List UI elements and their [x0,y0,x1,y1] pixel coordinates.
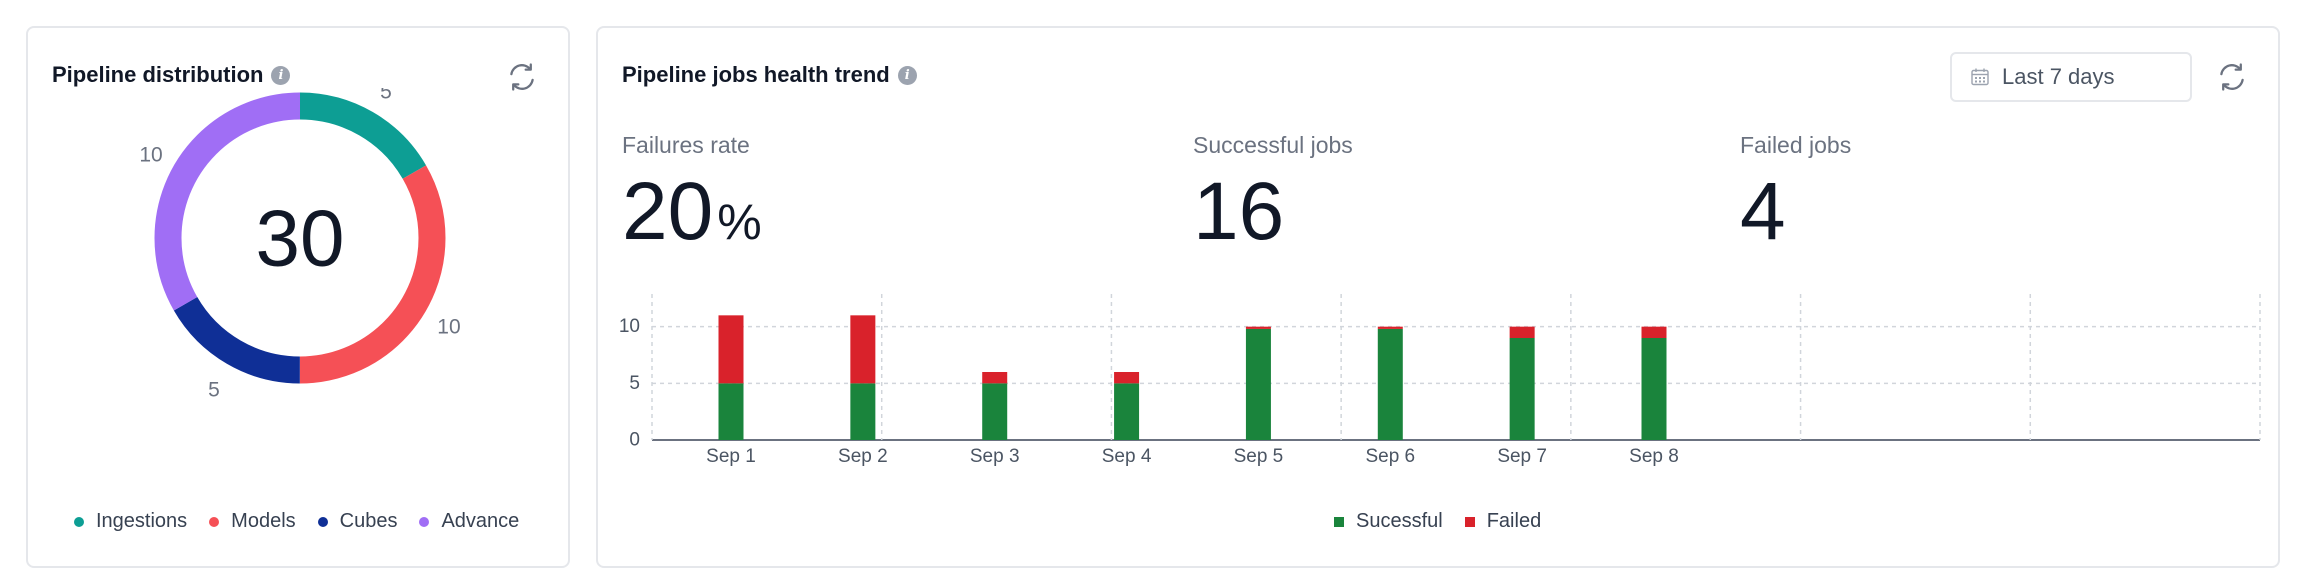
distribution-legend: Ingestions Models Cubes Advance [74,510,541,533]
failed-jobs-value: 4 [1740,166,1786,257]
legend-label: Cubes [339,510,398,532]
donut-value-label: 10 [437,316,460,339]
stat-label: Failures rate [622,132,750,158]
legend-dot [74,516,84,527]
legend-dot [209,516,220,527]
bar-failed-sep-2[interactable] [850,315,876,384]
legend-label: Models [231,510,296,532]
bar-failed-sep-6[interactable] [1377,326,1403,329]
legend-dot [317,516,328,527]
x-tick-label: Sep 2 [838,446,888,467]
y-tick-label: 10 [619,316,640,337]
refresh-icon [510,63,534,91]
bar-failed-sep-8[interactable] [1641,326,1667,338]
pipeline-distribution-title-row: Pipeline distribution i [52,62,291,88]
refresh-trend-button[interactable] [2215,60,2249,94]
bar-failed-sep-7[interactable] [1509,326,1535,338]
refresh-icon [2220,63,2244,91]
bar-sucessful-sep-4[interactable] [1114,383,1140,440]
pipeline-distribution-card: Pipeline distribution i 5 10 5 10 30 Ingest… [26,26,570,568]
x-tick-label: Sep 4 [1102,446,1152,467]
failed-jobs-stat: Failed jobs 4 [1740,132,1851,253]
stat-value: 20% [622,171,762,253]
legend-item-failed[interactable]: Failed [1464,510,1542,533]
donut-value-label: 10 [139,144,162,167]
legend-label: Sucessful [1356,510,1443,532]
bar-sucessful-sep-3[interactable] [982,383,1008,440]
legend-item-cubes[interactable]: Cubes [317,510,398,533]
bar-sucessful-sep-7[interactable] [1509,338,1535,440]
percent-unit: % [717,194,762,250]
stat-label: Failed jobs [1740,132,1852,158]
donut-slice-advance[interactable] [154,92,446,384]
x-tick-label: Sep 6 [1365,446,1415,467]
failures-rate-value: 20 [622,166,714,257]
legend-swatch [1334,516,1344,527]
date-range-label: Last 7 days [2002,64,2115,89]
x-tick-label: Sep 3 [970,446,1020,467]
bar-failed-sep-1[interactable] [718,315,744,384]
bar-failed-sep-5[interactable] [1245,326,1271,329]
x-tick-label: Sep 5 [1234,446,1284,467]
legend-label: Failed [1486,510,1542,532]
bar-sucessful-sep-2[interactable] [850,383,876,440]
trend-title: Pipeline jobs health trend [622,62,890,87]
legend-item-models[interactable]: Models [209,510,296,533]
info-icon[interactable]: i [897,65,917,85]
bar-sucessful-sep-8[interactable] [1641,338,1667,440]
legend-dot [419,516,430,527]
x-tick-label: Sep 1 [706,446,756,467]
x-tick-label: Sep 8 [1629,446,1679,467]
pipeline-distribution-donut-chart: 5 10 5 10 30 [139,88,460,401]
legend-label: Advance [441,510,520,532]
x-tick-label: Sep 7 [1497,446,1547,467]
pipeline-distribution-title: Pipeline distribution [52,62,264,87]
bar-sucessful-sep-5[interactable] [1245,328,1271,440]
legend-item-sucessful[interactable]: Sucessful [1334,510,1443,533]
successful-jobs-stat: Successful jobs 16 [1193,132,1353,253]
legend-item-advance[interactable]: Advance [419,510,519,533]
legend-swatch [1464,516,1475,527]
donut-value-label: 5 [380,88,392,104]
trend-legend: Sucessful Failed [1334,510,1563,533]
calendar-icon [1971,68,1989,86]
stat-label: Successful jobs [1193,132,1353,158]
y-tick-label: 5 [629,373,640,394]
trend-title-row: Pipeline jobs health trend i [622,62,917,88]
pipeline-health-trend-card: Pipeline jobs health trend i Last 7 days… [596,26,2280,568]
donut-slice-models[interactable] [154,92,446,384]
info-icon[interactable]: i [271,65,291,85]
legend-label: Ingestions [96,510,188,532]
donut-total-label: 30 [256,194,345,283]
legend-item-ingestions[interactable]: Ingestions [74,510,187,533]
bar-sucessful-sep-6[interactable] [1377,328,1403,440]
bar-failed-sep-4[interactable] [1114,372,1140,384]
date-range-select[interactable]: Last 7 days [1950,52,2192,102]
y-tick-label: 0 [629,430,640,451]
refresh-distribution-button[interactable] [505,60,539,94]
bar-sucessful-sep-1[interactable] [718,383,744,440]
failures-rate-stat: Failures rate 20% [622,132,762,253]
donut-value-label: 5 [208,378,220,401]
bar-failed-sep-3[interactable] [982,372,1008,384]
successful-jobs-value: 16 [1193,166,1285,257]
